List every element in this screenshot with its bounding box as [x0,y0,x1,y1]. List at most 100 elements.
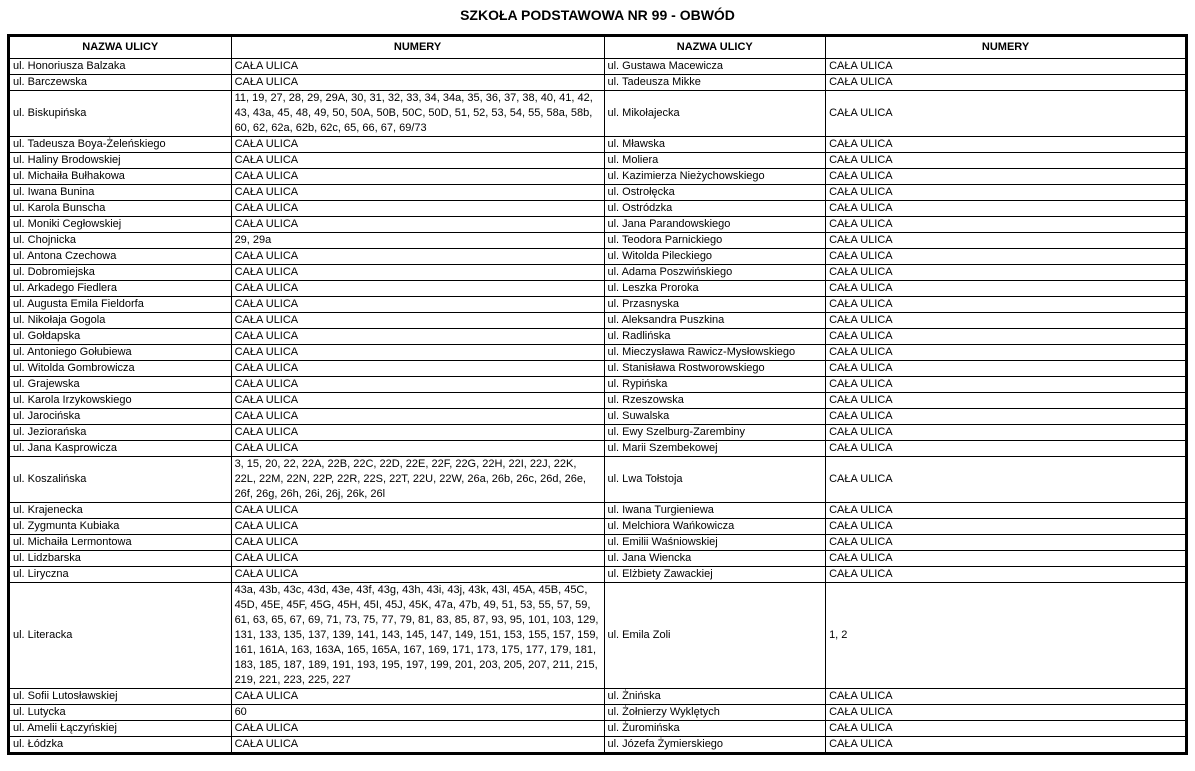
street-cell-right: ul. Adama Poszwińskiego [603,264,827,281]
table-row: ul. Jana Kasprowicza CAŁA ULICA ul. Marii … [8,440,1187,457]
street-cell-right: ul. Elżbiety Zawackiej [603,566,827,583]
numbers-cell-left: CAŁA ULICA [230,264,605,281]
numbers-cell-left: CAŁA ULICA [230,216,605,233]
street-cell-right: ul. Witolda Pileckiego [603,248,827,265]
numbers-cell-left: CAŁA ULICA [230,296,605,313]
street-cell-left: ul. Karola Bunscha [8,200,232,217]
numbers-cell-left: CAŁA ULICA [230,168,605,185]
numbers-cell-right: CAŁA ULICA [825,518,1187,535]
table-row: ul. Michaiła Bułhakowa CAŁA ULICA ul. Kazi… [8,168,1187,185]
numbers-cell-right: CAŁA ULICA [825,232,1187,249]
table-row: ul. Dobromiejska CAŁA ULICA ul. Adama Posz… [8,264,1187,281]
street-cell-left: ul. Barczewska [8,74,232,91]
table-row: ul. Honoriusza Balzaka CAŁA ULICA ul. Gust… [8,58,1187,75]
street-cell-left: ul. Literacka [8,582,232,689]
numbers-cell-right: CAŁA ULICA [825,90,1187,137]
table-row: ul. Nikołaja Gogola CAŁA ULICA ul. Aleksan… [8,312,1187,329]
numbers-cell-right: CAŁA ULICA [825,408,1187,425]
street-cell-left: ul. Liryczna [8,566,232,583]
numbers-cell-right: CAŁA ULICA [825,440,1187,457]
numbers-cell-right: CAŁA ULICA [825,216,1187,233]
table-row: ul. Gołdapska CAŁA ULICA ul. Radlińska CAŁA… [8,328,1187,345]
numbers-cell-left: CAŁA ULICA [230,328,605,345]
numbers-cell-right: CAŁA ULICA [825,344,1187,361]
street-cell-left: ul. Dobromiejska [8,264,232,281]
table-body: ul. Honoriusza Balzaka CAŁA ULICA ul. Gust… [8,58,1187,754]
page-title: SZKOŁA PODSTAWOWA NR 99 - OBWÓD [460,7,735,23]
table-row: ul. Krajenecka CAŁA ULICA ul. Iwana Turgie… [8,502,1187,519]
street-cell-left: ul. Michaiła Bułhakowa [8,168,232,185]
table-row: ul. Grajewska CAŁA ULICA ul. Rypińska CAŁA … [8,376,1187,393]
table-row: ul. Moniki Cegłowskiej CAŁA ULICA ul. Jana… [8,216,1187,233]
header-row: NAZWA ULICY NUMERY NAZWA ULICY NUMERY [8,35,1187,59]
street-cell-left: ul. Krajenecka [8,502,232,519]
numbers-cell-left: CAŁA ULICA [230,184,605,201]
numbers-cell-right: CAŁA ULICA [825,168,1187,185]
table-row: ul. Michaiła Lermontowa CAŁA ULICA ul. Emi… [8,534,1187,551]
street-cell-left: ul. Amelii Łączyńskiej [8,720,232,737]
table-row: ul. Jarocińska CAŁA ULICA ul. Suwalska CAŁA… [8,408,1187,425]
numbers-cell-right: CAŁA ULICA [825,136,1187,153]
street-cell-left: ul. Jeziorańska [8,424,232,441]
street-cell-right: ul. Melchiora Wańkowicza [603,518,827,535]
numbers-cell-left: CAŁA ULICA [230,424,605,441]
table-row: ul. Iwana Bunina CAŁA ULICA ul. Ostrołęcka… [8,184,1187,201]
numbers-cell-left: 3, 15, 20, 22, 22A, 22B, 22C, 22D, 22E, … [230,456,605,503]
numbers-cell-right: 1, 2 [825,582,1187,689]
street-cell-right: ul. Aleksandra Puszkina [603,312,827,329]
street-cell-left: ul. Tadeusza Boya-Żeleńskiego [8,136,232,153]
numbers-cell-right: CAŁA ULICA [825,688,1187,705]
table-row: ul. Haliny Brodowskiej CAŁA ULICA ul. Moli… [8,152,1187,169]
street-cell-right: ul. Emila Zoli [603,582,827,689]
table-row: ul. Zygmunta Kubiaka CAŁA ULICA ul. Melchi… [8,518,1187,535]
street-cell-left: ul. Jana Kasprowicza [8,440,232,457]
street-cell-right: ul. Józefa Żymierskiego [603,736,827,754]
table-row: ul. Chojnicka 29, 29a ul. Teodora Parnicki… [8,232,1187,249]
table-row: ul. Witolda Gombrowicza CAŁA ULICA ul. Sta… [8,360,1187,377]
table-row: ul. Lutycka 60 ul. Żołnierzy Wyklętych CAŁA… [8,704,1187,721]
table-row: ul. Liryczna CAŁA ULICA ul. Elżbiety Zawac… [8,566,1187,583]
numbers-cell-left: CAŁA ULICA [230,136,605,153]
table-row: ul. Łódzka CAŁA ULICA ul. Józefa Żymierski… [8,736,1187,754]
numbers-cell-left: CAŁA ULICA [230,720,605,737]
numbers-cell-left: CAŁA ULICA [230,200,605,217]
street-cell-right: ul. Jana Wiencka [603,550,827,567]
numbers-cell-right: CAŁA ULICA [825,424,1187,441]
street-cell-right: ul. Ostródzka [603,200,827,217]
numbers-cell-left: 11, 19, 27, 28, 29, 29A, 30, 31, 32, 33,… [230,90,605,137]
numbers-cell-left: CAŁA ULICA [230,502,605,519]
street-cell-right: ul. Radlińska [603,328,827,345]
street-cell-right: ul. Żnińska [603,688,827,705]
numbers-cell-right: CAŁA ULICA [825,312,1187,329]
table-row: ul. Karola Irzykowskiego CAŁA ULICA ul. Rz… [8,392,1187,409]
street-cell-left: ul. Haliny Brodowskiej [8,152,232,169]
numbers-cell-left: CAŁA ULICA [230,280,605,297]
street-cell-left: ul. Witolda Gombrowicza [8,360,232,377]
numbers-cell-right: CAŁA ULICA [825,736,1187,754]
numbers-cell-right: CAŁA ULICA [825,360,1187,377]
street-cell-left: ul. Jarocińska [8,408,232,425]
numbers-cell-left: 43a, 43b, 43c, 43d, 43e, 43f, 43g, 43h, … [230,582,605,689]
street-cell-left: ul. Honoriusza Balzaka [8,58,232,75]
numbers-cell-right: CAŁA ULICA [825,392,1187,409]
street-cell-left: ul. Lidzbarska [8,550,232,567]
street-cell-right: ul. Jana Parandowskiego [603,216,827,233]
street-cell-right: ul. Żołnierzy Wyklętych [603,704,827,721]
street-cell-right: ul. Moliera [603,152,827,169]
numbers-cell-right: CAŁA ULICA [825,704,1187,721]
street-cell-left: ul. Sofii Lutosławskiej [8,688,232,705]
numbers-cell-right: CAŁA ULICA [825,58,1187,75]
street-cell-left: ul. Moniki Cegłowskiej [8,216,232,233]
numbers-cell-left: CAŁA ULICA [230,550,605,567]
street-cell-right: ul. Przasnyska [603,296,827,313]
numbers-cell-left: CAŁA ULICA [230,688,605,705]
street-cell-left: ul. Karola Irzykowskiego [8,392,232,409]
street-cell-left: ul. Augusta Emila Fieldorfa [8,296,232,313]
street-cell-right: ul. Rypińska [603,376,827,393]
numbers-cell-left: CAŁA ULICA [230,312,605,329]
street-cell-left: ul. Grajewska [8,376,232,393]
street-cell-left: ul. Antoniego Gołubiewa [8,344,232,361]
numbers-cell-right: CAŁA ULICA [825,74,1187,91]
street-cell-left: ul. Łódzka [8,736,232,754]
street-cell-right: ul. Żuromińska [603,720,827,737]
